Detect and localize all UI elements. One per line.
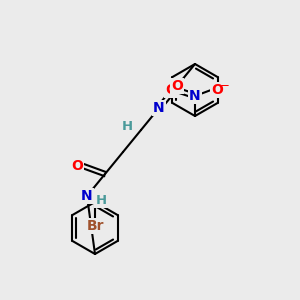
Text: Br: Br: [86, 219, 104, 233]
Text: O: O: [171, 79, 183, 93]
Text: N: N: [81, 189, 93, 203]
Text: O: O: [71, 159, 83, 173]
Text: O: O: [211, 83, 223, 97]
Text: N: N: [153, 101, 165, 115]
Text: O: O: [165, 83, 177, 97]
Text: N: N: [189, 89, 201, 103]
Text: H: H: [95, 194, 106, 206]
Text: H: H: [122, 119, 133, 133]
Text: −: −: [220, 79, 230, 92]
